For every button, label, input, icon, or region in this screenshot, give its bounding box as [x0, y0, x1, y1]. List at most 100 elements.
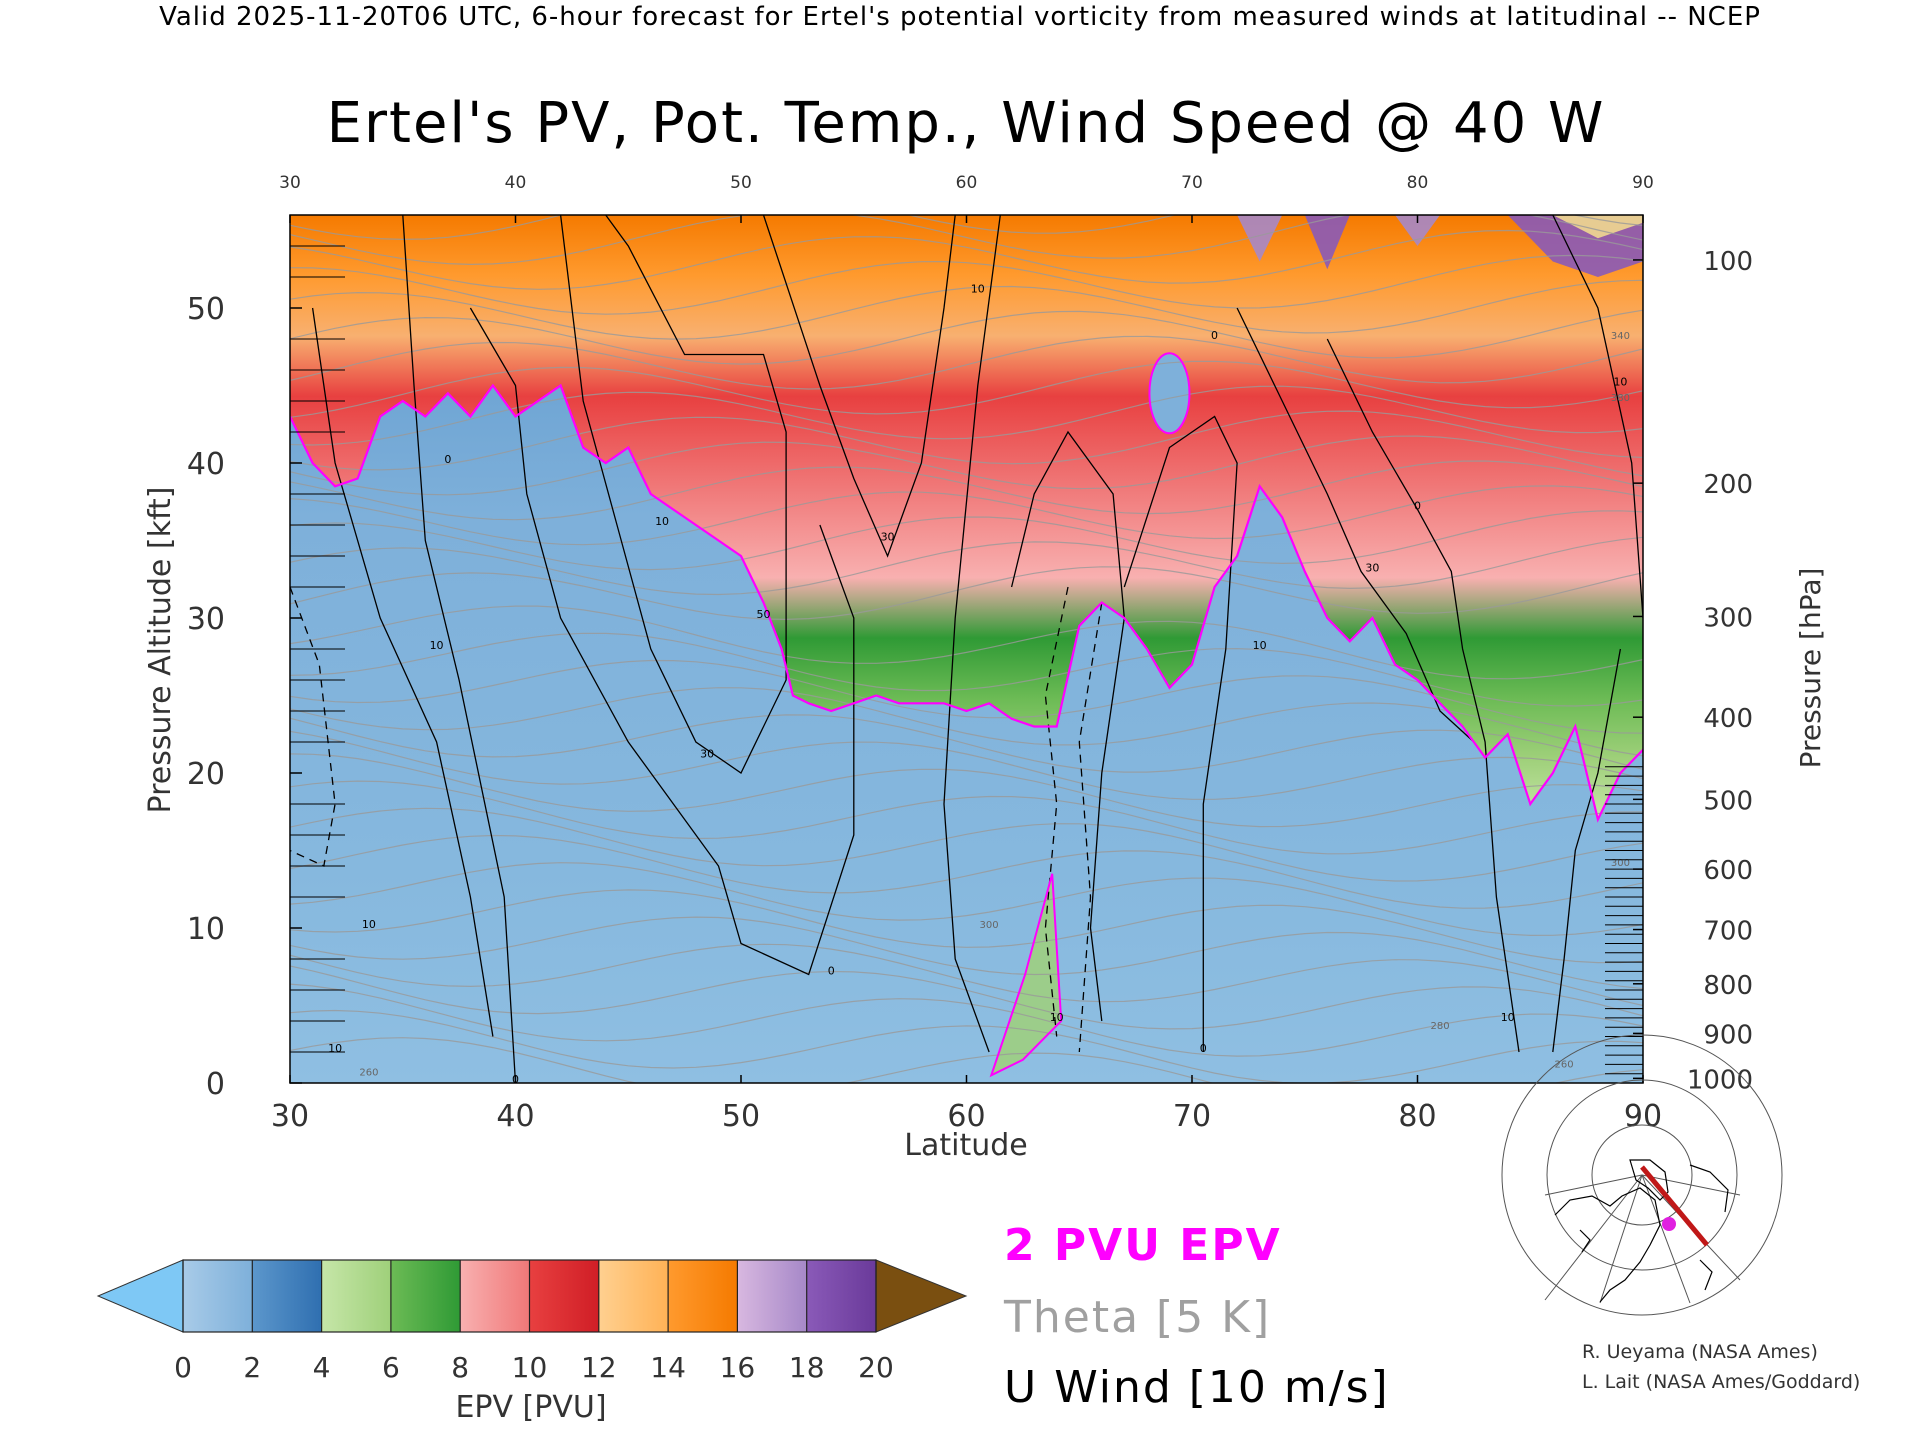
y-tick-label: 30	[187, 602, 225, 637]
y-tick-label: 0	[206, 1067, 225, 1102]
theta-isoline	[290, 714, 1643, 773]
theta-isoline	[290, 1009, 1643, 1083]
theta-isoline	[290, 254, 1643, 315]
u-wind-isoline	[943, 215, 1001, 1053]
u-wind-isoline	[311, 307, 494, 1037]
colorbar-under-arrow	[96, 1259, 184, 1333]
theta-isoline	[290, 435, 1643, 496]
theta-contour-label: 340	[1611, 331, 1630, 342]
colorbar-bin	[806, 1260, 876, 1332]
x-top-tick-label: 40	[505, 173, 527, 193]
y-axis-label-left: Pressure Altitude [kft]	[143, 487, 178, 814]
u-wind-isoline	[1552, 648, 1622, 1053]
x-axis-label: Latitude	[904, 1128, 1027, 1163]
theta-isoline	[290, 659, 1643, 734]
theta-contour-label: 280	[1431, 1021, 1450, 1032]
credit-lait: L. Lait (NASA Ames/Goddard)	[1582, 1371, 1860, 1393]
pv-2pvu-contour-pocket	[1148, 352, 1191, 435]
wind-contour-label: 30	[1365, 562, 1379, 575]
pressure-tick-label: 1000	[1687, 1065, 1753, 1095]
theta-isoline	[290, 229, 1643, 290]
u-wind-isoline	[1010, 430, 1125, 1022]
theta-contour-label: 300	[980, 920, 999, 931]
theta-isoline	[290, 807, 1643, 882]
colorbar-tick-label: 4	[313, 1351, 331, 1384]
y-tick-label: 50	[187, 292, 225, 327]
u-wind-isoline	[559, 215, 787, 774]
x-top-tick-label: 80	[1407, 173, 1429, 193]
wind-contour-label: 0	[1200, 1042, 1207, 1055]
x-tick-label: 30	[271, 1099, 309, 1134]
x-axis-bottom: 30 40 50 60 70 80 90	[271, 1075, 1662, 1134]
pressure-tick-label: 400	[1703, 704, 1753, 734]
colorbar-bin	[460, 1260, 530, 1332]
theta-isoline	[290, 385, 1643, 446]
theta-isoline	[290, 916, 1643, 990]
theta-isoline	[290, 215, 1643, 241]
theta-isoline	[290, 360, 1643, 418]
high-pv-patch	[1304, 215, 1350, 270]
cross-section-track	[1640, 1165, 1709, 1247]
colorbar-bin	[390, 1260, 461, 1332]
wind-contour-label: 0	[1414, 500, 1421, 513]
wind-contour-label: 0	[1211, 329, 1218, 342]
x-tick-label: 80	[1398, 1099, 1436, 1134]
x-top-tick-label: 30	[279, 173, 301, 193]
x-tick-label: 70	[1173, 1099, 1211, 1134]
theta-contour-label: 300	[1611, 858, 1630, 869]
y-axis-label-right: Pressure [hPa]	[1794, 568, 1827, 769]
x-tick-label: 60	[947, 1099, 985, 1134]
colorbar-tick-label: 20	[858, 1351, 894, 1384]
x-axis-top: 30 40 50 60 70 80 90	[279, 173, 1654, 223]
x-tick-label: 40	[496, 1099, 534, 1134]
theta-isoline	[290, 605, 1643, 680]
easterly-wind-isoline	[1078, 602, 1103, 1053]
y-axis-left: 0 10 20 30 40 50	[187, 245, 345, 1102]
colorbar-tick-label: 2	[243, 1351, 261, 1384]
u-wind-isoline	[1552, 215, 1643, 619]
wind-contour-label: 50	[757, 608, 771, 621]
colorbar-tick-label: 14	[650, 1351, 686, 1384]
theta-isoline	[290, 632, 1643, 707]
theta-isoline	[290, 536, 1643, 596]
theta-isoline	[290, 730, 1643, 800]
colorbar-frame	[182, 1259, 877, 1333]
theta-isoline	[290, 889, 1643, 964]
theta-isoline	[290, 862, 1643, 937]
wind-contour-label: 10	[1613, 376, 1627, 389]
wind-contour-label: 10	[1050, 1011, 1064, 1024]
theta-contour-label: 380	[1611, 393, 1630, 404]
pressure-tick-label: 900	[1703, 1020, 1753, 1050]
theta-isoline	[290, 309, 1643, 365]
colorbar-bin	[737, 1260, 807, 1332]
colorbar-tick-label: 6	[382, 1351, 400, 1384]
y-tick-label: 40	[187, 447, 225, 482]
wind-contour-label: 10	[655, 515, 669, 528]
chart-title: Ertel's PV, Pot. Temp., Wind Speed @ 40 …	[327, 91, 1606, 156]
pressure-tick-label: 300	[1703, 603, 1753, 633]
wind-contour-label: 0	[828, 965, 835, 978]
colorbar-tick-label: 0	[174, 1351, 192, 1384]
colorbar-label: EPV [PVU]	[455, 1390, 606, 1425]
legend-theta: Theta [5 K]	[1003, 1292, 1271, 1343]
pressure-tick-label: 800	[1703, 971, 1753, 1001]
colorbar-tick-label: 8	[451, 1351, 469, 1384]
pressure-tick-label: 700	[1703, 917, 1753, 947]
theta-isoline	[290, 510, 1643, 571]
wind-contour-label: 0	[444, 453, 451, 466]
colorbar-bin	[598, 1260, 669, 1332]
colorbar-bin	[183, 1260, 253, 1332]
high-pv-patch	[1552, 215, 1643, 239]
u-wind-isoline	[1123, 415, 1238, 1052]
theta-contour-label: 260	[1555, 1060, 1574, 1071]
pv-2pvu-contour-low	[989, 873, 1063, 1078]
u-wind-isoline	[402, 215, 517, 1083]
x-top-tick-label: 70	[1181, 173, 1203, 193]
credit-ueyama: R. Ueyama (NASA Ames)	[1582, 1341, 1818, 1363]
inset-map	[1501, 1034, 1783, 1316]
theta-isoline	[290, 279, 1643, 340]
wind-contour-label: 10	[1501, 1011, 1515, 1024]
y-tick-label: 10	[187, 912, 225, 947]
colorbar-bin	[321, 1260, 391, 1332]
